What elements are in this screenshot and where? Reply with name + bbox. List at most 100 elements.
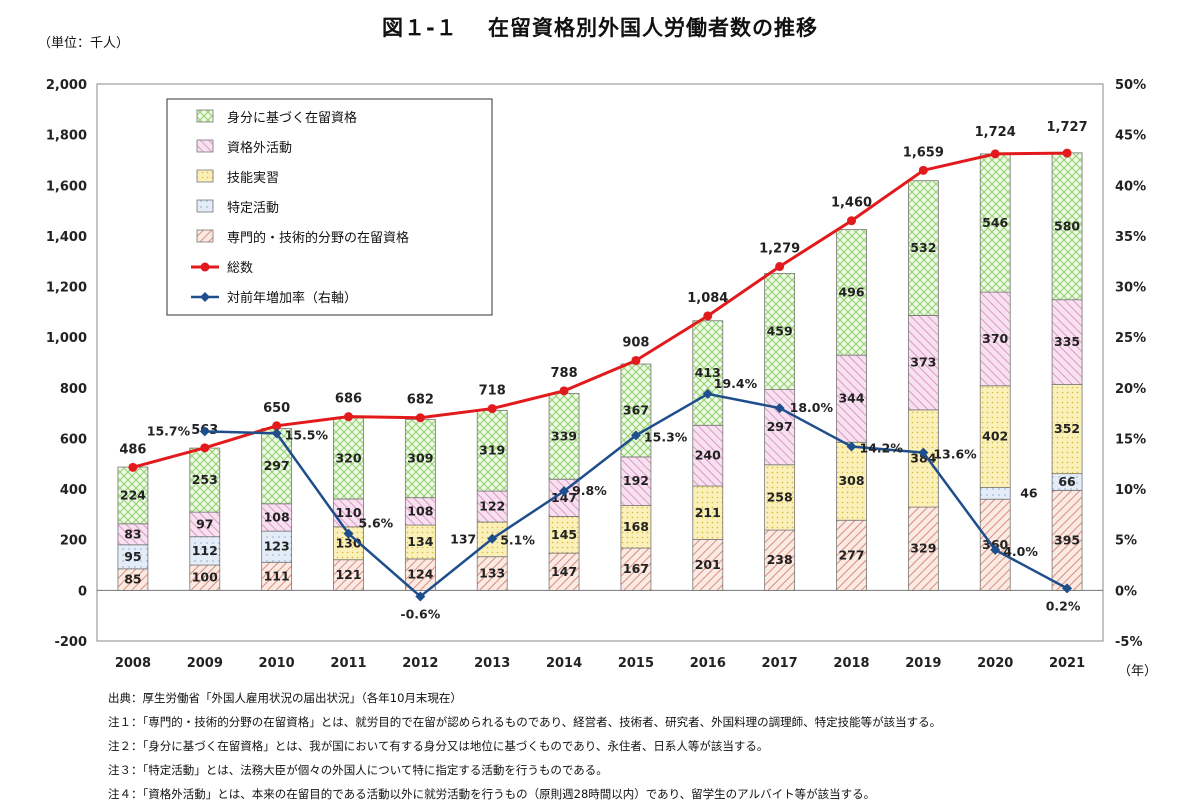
y2-tick-label: 45% <box>1115 129 1146 144</box>
bar-segment <box>836 519 867 591</box>
x-tick-label: 2014 <box>546 656 582 671</box>
total-label: 1,084 <box>687 291 728 306</box>
total-line <box>132 151 1068 469</box>
bar-segment <box>189 447 221 513</box>
y2-tick-label: 0% <box>1115 584 1137 599</box>
segment-label: 459 <box>767 323 793 338</box>
y2-tick-label: 30% <box>1115 281 1146 296</box>
y2-tick-label: 20% <box>1115 382 1146 397</box>
legend-swatch <box>196 199 214 213</box>
x-tick-label: 2021 <box>1049 656 1085 671</box>
bar-segment <box>189 511 221 538</box>
segment-label: 147 <box>551 564 577 579</box>
legend-swatch <box>196 229 214 243</box>
segment-label: 339 <box>551 428 577 443</box>
total-point <box>631 355 641 365</box>
x-unit-label: （年） <box>1118 664 1157 679</box>
segment-label: 211 <box>695 505 721 520</box>
growth-rate-label: 13.6% <box>933 447 977 462</box>
growth-rate-point <box>343 528 354 539</box>
growth-rate-label: 4.0% <box>1003 544 1038 559</box>
y2-tick-label: 15% <box>1115 432 1146 447</box>
legend-box <box>166 98 493 316</box>
y-tick-label: 1,400 <box>46 230 87 245</box>
total-point <box>344 412 353 422</box>
bar-segment <box>836 229 867 356</box>
note-4: 注４：「資格外活動」とは、本来の在留目的である活動以外に就労活動を行うもの（原則… <box>108 787 876 801</box>
segment-label: 66 <box>1058 474 1076 489</box>
note-source: 出典：厚生労働省「外国人雇用状況の届出状況」（各年10月末現在） <box>108 691 462 705</box>
total-label: 1,727 <box>1047 120 1088 135</box>
growth-rate-point <box>487 533 498 544</box>
x-tick-label: 2012 <box>402 656 438 671</box>
bar-segment <box>979 498 1011 591</box>
legend-label: 技能実習 <box>227 170 279 186</box>
total-point <box>200 443 210 453</box>
legend-marker-total <box>200 262 210 272</box>
notes: 出典：厚生労働省「外国人雇用状況の届出状況」（各年10月末現在） 注１：「専門的… <box>108 686 941 806</box>
x-tick-label: 2016 <box>690 656 726 671</box>
segment-label: 344 <box>838 391 864 406</box>
segment-label: 46 <box>1020 485 1038 500</box>
growth-rate-point <box>1062 583 1073 594</box>
bar-segment <box>404 558 436 591</box>
legend-swatch <box>196 139 214 153</box>
bar-segment <box>1051 152 1083 301</box>
legend-label: 特定活動 <box>227 201 279 216</box>
total-point <box>775 262 785 272</box>
y2-tick-label: 10% <box>1115 483 1146 498</box>
bar-segment <box>764 529 796 591</box>
bar-segment <box>907 409 939 508</box>
growth-rate-label: 19.4% <box>714 376 758 391</box>
segment-label: 201 <box>695 557 721 572</box>
total-point <box>272 421 282 431</box>
bar-segment <box>979 291 1011 387</box>
growth-rate-label: -0.6% <box>400 606 440 621</box>
total-point <box>128 462 138 472</box>
y-tick-label: 800 <box>60 382 87 397</box>
growth-rate-point <box>846 441 857 452</box>
total-label: 1,659 <box>903 145 944 160</box>
segment-label: 352 <box>1054 421 1080 436</box>
bar-segment <box>907 180 939 316</box>
segment-label: 123 <box>264 539 290 554</box>
growth-rate-label: 18.0% <box>790 400 834 415</box>
total-point <box>1062 148 1072 158</box>
y-tick-label: 1,200 <box>46 281 87 296</box>
segment-label: 395 <box>1054 532 1080 547</box>
total-point <box>703 311 713 321</box>
bar-segment <box>476 409 508 492</box>
note-2: 注２：「身分に基づく在留資格」とは、我が国において有する身分又は地位に基づくもの… <box>108 739 769 753</box>
bar-segment <box>1051 299 1083 385</box>
y-tick-label: 200 <box>60 534 87 549</box>
bar-segment <box>1051 384 1083 475</box>
growth-rate-point <box>415 591 426 602</box>
segment-label: 122 <box>479 499 505 514</box>
growth-rate-label: 5.1% <box>500 533 535 548</box>
segment-label: 133 <box>479 566 505 581</box>
y2-tick-label: 25% <box>1115 331 1146 346</box>
segment-label: 240 <box>695 448 721 463</box>
growth-rate-point <box>630 430 641 441</box>
segment-label: 546 <box>982 215 1008 230</box>
bar-segment <box>333 417 364 500</box>
y-tick-label: -200 <box>54 635 87 650</box>
y-tick-label: 400 <box>60 483 87 498</box>
bar-segment <box>1051 489 1083 591</box>
segment-label: 108 <box>407 503 433 518</box>
x-tick-label: 2013 <box>474 656 510 671</box>
growth-rate-point <box>702 388 713 399</box>
growth-rate-label: 15.7% <box>147 423 191 438</box>
growth-rate-point <box>559 486 570 497</box>
total-label: 650 <box>263 401 290 416</box>
bar-segment <box>979 153 1011 293</box>
segment-label: 329 <box>910 541 936 556</box>
segment-label: 111 <box>264 568 290 583</box>
bar-segment <box>979 487 1011 500</box>
bar-segment <box>620 547 652 591</box>
total-label: 1,460 <box>831 196 872 211</box>
y2-tick-label: 35% <box>1115 230 1146 245</box>
y-tick-label: 1,800 <box>46 129 87 144</box>
bar-segment <box>764 272 796 390</box>
total-label: 718 <box>479 384 506 399</box>
